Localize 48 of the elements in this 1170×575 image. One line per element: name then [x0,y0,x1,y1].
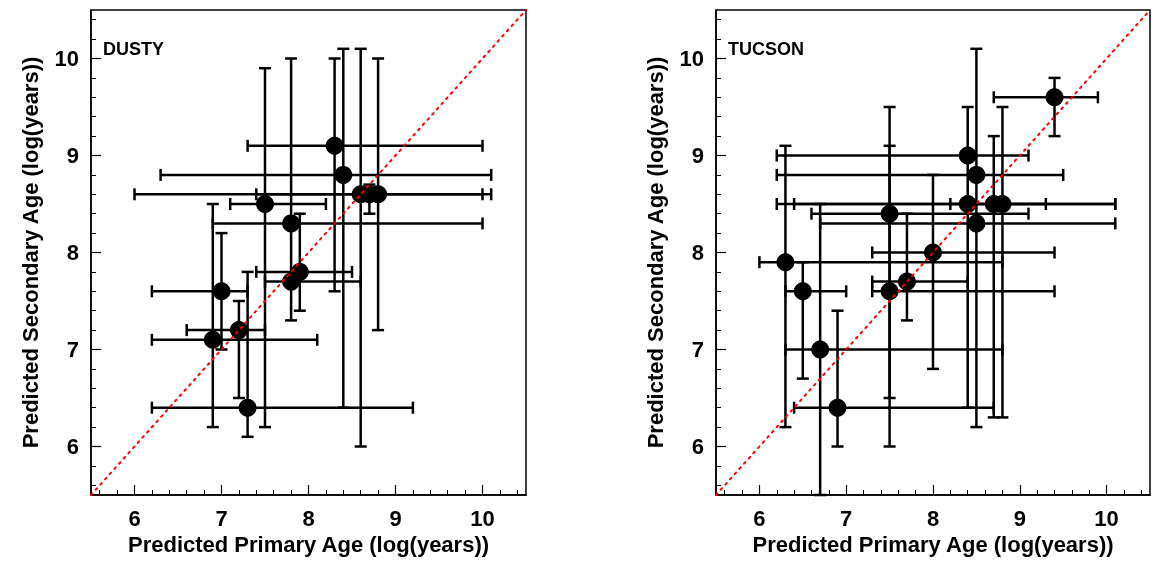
point [325,136,344,155]
x-tick-label: 7 [840,505,853,531]
x-tick-label: 10 [470,505,495,531]
y-tick-label: 8 [66,240,79,265]
point [212,282,231,301]
y-tick-label: 8 [691,240,704,265]
point [776,253,795,272]
y-tick-label: 9 [691,143,704,168]
annotation: TUCSON [728,39,804,59]
y-tick-label: 10 [679,46,704,71]
point [334,165,353,184]
point [793,282,812,301]
x-tick-label: 9 [1013,505,1026,531]
point [290,262,309,281]
y-tick-label: 6 [691,434,704,459]
x-tick-label: 8 [926,505,940,531]
point [967,214,986,233]
point [967,165,986,184]
annotation: DUSTY [103,39,165,59]
x-tick-label: 9 [389,505,402,531]
y-axis-title: Predicted Secondary Age (log(years)) [17,56,43,449]
point [828,398,847,417]
x-tick-label: 8 [302,505,315,531]
point [238,398,257,417]
point [1045,88,1064,107]
y-tick-label: 7 [66,337,79,362]
point [924,243,942,262]
point [958,146,977,165]
x-tick-label: 7 [215,505,228,531]
y-tick-label: 6 [66,434,79,459]
x-tick-label: 6 [128,505,141,531]
point [811,340,830,359]
y-tick-label: 10 [54,46,79,71]
point [880,282,899,301]
point [897,272,916,291]
x-axis-title: Predicted Primary Age (log(years)) [127,532,490,558]
point [229,321,248,340]
point [256,195,274,213]
x-tick-label: 10 [1094,505,1119,531]
point [958,195,977,213]
x-tick-label: 6 [753,505,766,531]
point [880,204,899,223]
point [282,214,301,233]
y-axis-title: Predicted Secondary Age (log(years)) [642,56,668,449]
x-axis-title: Predicted Primary Age (log(years)) [752,532,1114,558]
y-tick-label: 7 [691,337,704,362]
point [203,330,222,349]
y-tick-label: 9 [66,143,79,168]
